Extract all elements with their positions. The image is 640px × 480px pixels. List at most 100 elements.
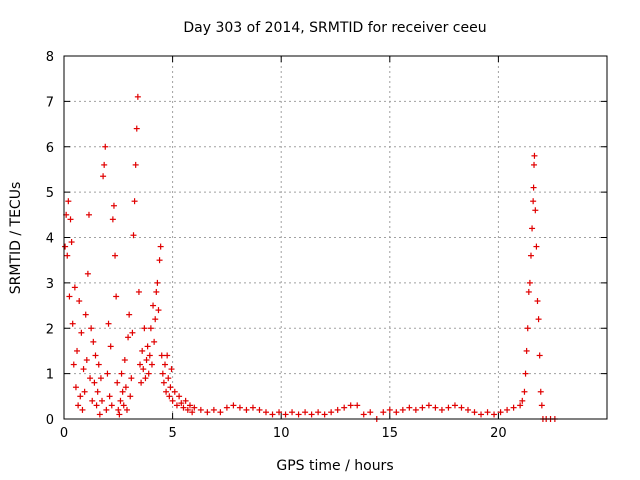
y-tick-label: 6 [46,141,54,156]
data-point [176,393,183,400]
data-point [145,370,152,377]
data-point [68,239,75,246]
data-point [137,361,144,368]
data-point [223,404,230,411]
data-point [432,404,439,411]
data-point [131,198,138,205]
data-point [65,198,72,205]
data-point [158,352,165,359]
data-point [76,298,83,305]
data-point [536,352,543,359]
data-point [87,375,94,382]
data-point [289,409,296,416]
data-point [125,334,132,341]
data-point [523,347,530,354]
data-point [243,406,250,413]
data-point [105,320,112,327]
data-point [522,370,529,377]
data-point [308,411,315,418]
data-point [151,338,158,345]
data-point [412,406,419,413]
data-point [97,375,104,382]
data-point [112,252,119,259]
data-point [132,161,139,168]
data-point [101,161,108,168]
data-point [89,397,96,404]
data-point [159,370,166,377]
data-point [142,375,149,382]
data-point [282,411,289,418]
data-point [533,243,540,250]
data-point [95,361,102,368]
data-point [141,325,148,332]
data-point [153,288,160,295]
data-point [155,307,162,314]
data-point [144,343,151,350]
data-point [150,302,157,309]
data-point [66,293,73,300]
data-point [154,279,161,286]
data-point [471,409,478,416]
data-point [302,409,309,416]
data-point [113,293,120,300]
data-point [438,406,445,413]
data-point [321,411,328,418]
x-axis-label: GPS time / hours [276,458,393,474]
data-point [334,406,341,413]
data-point [164,352,171,359]
data-point [445,404,452,411]
data-point [478,411,485,418]
data-point [491,411,498,418]
data-point [69,320,76,327]
data-point [70,361,77,368]
data-point [168,366,175,373]
data-point [180,404,187,411]
data-point [130,232,137,239]
data-point [526,279,533,286]
data-point [96,411,103,418]
data-point [93,402,100,409]
data-point [161,361,168,368]
data-point [527,252,534,259]
y-tick-label: 0 [46,413,54,428]
data-point [425,402,432,409]
data-point [173,402,180,409]
data-point [82,311,89,318]
data-point [510,404,517,411]
data-point [530,198,537,205]
data-point [419,404,426,411]
data-point [380,409,387,416]
data-point [103,406,110,413]
data-point [341,404,348,411]
data-point [71,284,78,291]
data-point [147,325,154,332]
data-point [269,411,276,418]
data-point [123,406,130,413]
data-point [519,397,526,404]
axis-ticks: 0 1 2 3 4 5 6 7 8 0 5 10 15 20 [46,50,607,441]
data-point [531,161,538,168]
x-tick-label: 10 [273,426,290,441]
data-point [230,402,237,409]
data-point [117,397,124,404]
data-point [163,388,170,395]
data-point [62,243,69,250]
data-point [315,409,322,416]
data-point [118,370,125,377]
data-point [134,93,141,100]
data-point [156,257,163,264]
data-point [102,143,109,150]
data-point [104,370,111,377]
data-point [108,402,115,409]
data-point [81,388,88,395]
y-axis-label: SRMTID / TECUs [8,182,24,295]
data-point [138,379,145,386]
data-point [295,411,302,418]
chart-title: Day 303 of 2014, SRMTID for receiver cee… [183,20,486,36]
y-tick-label: 8 [46,50,54,65]
data-point [64,252,71,259]
x-tick-label: 20 [490,426,507,441]
data-point [143,357,150,364]
data-point [517,402,524,409]
